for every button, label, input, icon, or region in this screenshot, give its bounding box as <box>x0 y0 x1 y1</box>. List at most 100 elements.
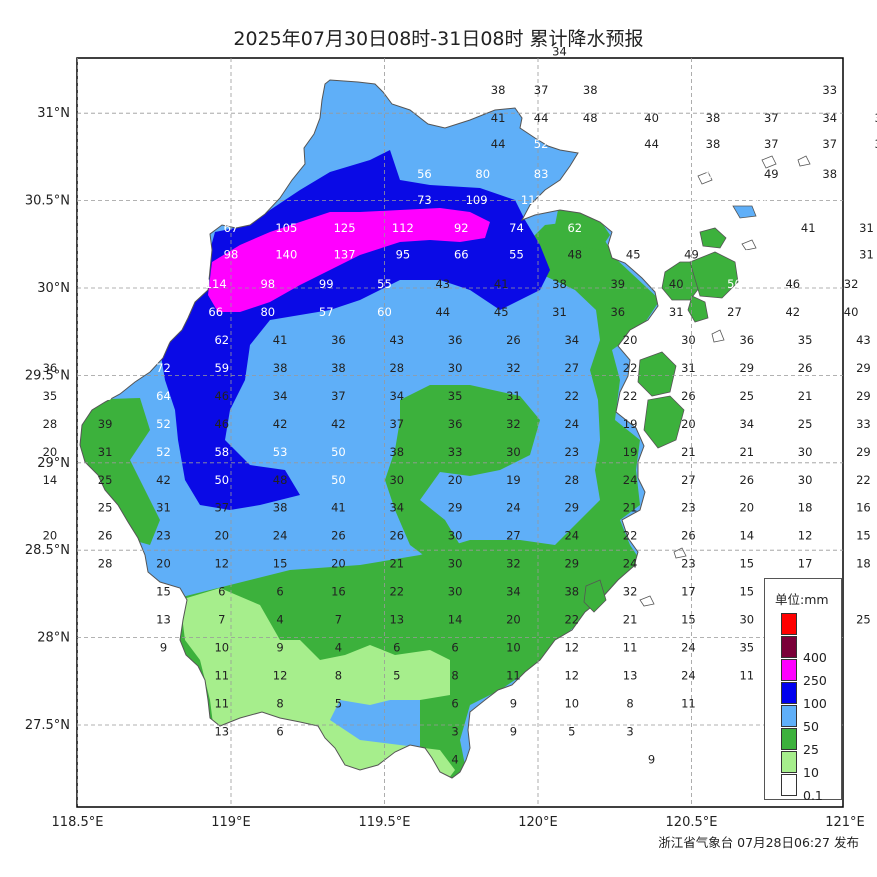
station-value: 29 <box>856 445 871 459</box>
zone-10-25-west <box>80 398 160 545</box>
station-value: 32 <box>844 277 859 291</box>
station-value: 31 <box>859 247 874 261</box>
station-value: 20 <box>681 417 696 431</box>
station-value: 6 <box>276 585 283 599</box>
station-value: 48 <box>273 473 288 487</box>
station-value: 34 <box>564 333 579 347</box>
station-value: 30 <box>448 557 463 571</box>
station-value: 50 <box>98 389 113 403</box>
station-value: 38 <box>583 83 598 97</box>
station-value: 40 <box>844 305 859 319</box>
station-value: 9 <box>510 697 517 711</box>
station-value: 25 <box>739 389 754 403</box>
station-value: 3 <box>626 725 633 739</box>
zhoushan-islands <box>583 155 811 613</box>
station-value: 50 <box>214 473 229 487</box>
station-value: 48 <box>583 111 598 125</box>
station-value: 7 <box>218 613 225 627</box>
station-value: 12 <box>564 669 579 683</box>
station-value: 30 <box>448 529 463 543</box>
station-value: 15 <box>273 557 288 571</box>
map-title: 2025年07月30日08时-31日08时 累计降水预报 <box>233 28 644 50</box>
station-value: 44 <box>435 305 450 319</box>
station-value: 6 <box>276 725 283 739</box>
station-value: 30 <box>448 585 463 599</box>
station-value: 30 <box>506 445 521 459</box>
station-value: 42 <box>785 305 800 319</box>
station-value: 8 <box>276 697 283 711</box>
station-value: 95 <box>396 247 411 261</box>
station-value: 45 <box>626 247 641 261</box>
station-value: 36 <box>610 305 625 319</box>
station-value: 6 <box>393 641 400 655</box>
station-value: 30 <box>739 613 754 627</box>
station-value: 24 <box>273 529 288 543</box>
station-value: 26 <box>389 529 404 543</box>
station-value: 24 <box>564 417 579 431</box>
station-value: 30 <box>389 473 404 487</box>
latitude-tick-label: 28°N <box>37 631 70 646</box>
station-value: 31 <box>859 221 874 235</box>
station-value: 37 <box>389 417 404 431</box>
station-value: 26 <box>739 473 754 487</box>
station-value: 20 <box>331 557 346 571</box>
station-value: 6 <box>218 585 225 599</box>
legend-label: 400 <box>803 650 827 665</box>
station-value: 55 <box>509 247 524 261</box>
station-value: 14 <box>43 473 58 487</box>
longitude-labels: 118.5°E119°E119.5°E120°E120.5°E121°E121.… <box>52 815 865 830</box>
station-value: 41 <box>491 111 506 125</box>
station-value: 41 <box>273 333 288 347</box>
station-value: 12 <box>798 529 813 543</box>
station-value: 38 <box>564 585 579 599</box>
station-value: 36 <box>448 417 463 431</box>
station-value: 24 <box>506 501 521 515</box>
station-value: 19 <box>623 417 638 431</box>
station-value: 30 <box>798 445 813 459</box>
station-value: 20 <box>214 529 229 543</box>
station-value: 73 <box>417 193 432 207</box>
station-value: 27 <box>506 529 521 543</box>
station-value: 51 <box>583 137 598 151</box>
station-value: 36 <box>739 333 754 347</box>
station-value: 51 <box>801 247 816 261</box>
station-value: 22 <box>564 613 579 627</box>
station-value: 4 <box>335 641 342 655</box>
station-value: 22 <box>623 529 638 543</box>
station-value: 105 <box>275 221 297 235</box>
station-value: 42 <box>273 417 288 431</box>
station-value: 35 <box>798 333 813 347</box>
station-value: 34 <box>739 417 754 431</box>
station-value: 109 <box>466 193 488 207</box>
station-value: 29 <box>856 389 871 403</box>
station-value: 8 <box>335 669 342 683</box>
station-value: 14 <box>739 529 754 543</box>
station-value: 9 <box>160 641 167 655</box>
longitude-tick-label: 120°E <box>518 815 558 830</box>
station-value: 32 <box>623 585 638 599</box>
station-value: 38 <box>273 361 288 375</box>
station-value: 22 <box>623 361 638 375</box>
station-value: 29 <box>739 361 754 375</box>
station-value: 112 <box>521 193 543 207</box>
station-value: 35 <box>448 389 463 403</box>
station-value: 25 <box>798 417 813 431</box>
station-value: 37 <box>822 137 837 151</box>
station-value: 33 <box>856 417 871 431</box>
legend-swatch <box>781 682 797 704</box>
station-value: 26 <box>798 361 813 375</box>
station-value: 33 <box>874 111 877 125</box>
station-value: 18 <box>798 501 813 515</box>
station-value: 5 <box>393 669 400 683</box>
station-value: 61 <box>706 167 721 181</box>
station-value: 38 <box>552 277 567 291</box>
station-value: 46 <box>214 389 229 403</box>
station-value: 5 <box>335 697 342 711</box>
station-value: 15 <box>681 613 696 627</box>
station-value: 30 <box>448 361 463 375</box>
station-value: 22 <box>564 389 579 403</box>
station-value: 31 <box>156 501 171 515</box>
station-value: 137 <box>334 247 356 261</box>
station-value: 32 <box>506 361 521 375</box>
